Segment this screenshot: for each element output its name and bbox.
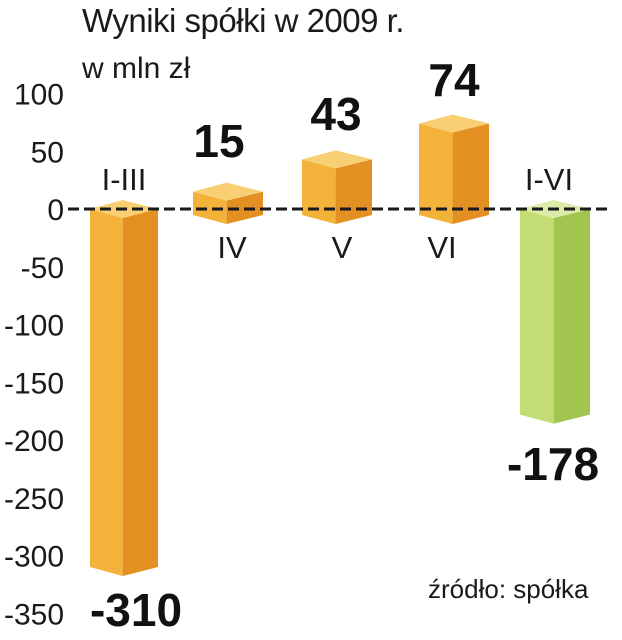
bar-top: [302, 150, 372, 169]
y-tick-label: -350: [4, 598, 64, 631]
y-tick-label: 50: [31, 136, 64, 169]
value-label: 74: [428, 54, 480, 106]
y-tick-label: 100: [14, 79, 64, 112]
bar-side: [452, 123, 489, 224]
y-tick-label: -200: [4, 425, 64, 458]
bar-front: [193, 191, 227, 224]
chart-subtitle: w mln zł: [82, 52, 191, 85]
bar-front: [90, 209, 123, 577]
value-label: -310: [90, 584, 182, 636]
category-label: V: [332, 230, 353, 265]
y-tick-label: 0: [47, 194, 64, 227]
bar-side: [122, 209, 158, 577]
bar-top: [193, 182, 263, 201]
y-tick-label: -300: [4, 541, 64, 574]
bar-front: [419, 123, 453, 224]
category-label: I-III: [102, 162, 147, 197]
y-tick-label: -250: [4, 483, 64, 516]
category-label: I-VI: [525, 162, 573, 197]
bar-top: [419, 114, 489, 133]
category-label: VI: [427, 230, 456, 265]
value-label: -178: [507, 438, 599, 490]
value-label: 15: [193, 115, 244, 167]
chart-title: Wyniki spółki w 2009 r.: [82, 2, 405, 39]
y-tick-label: -150: [4, 367, 64, 400]
chart-source: źródło: spółka: [428, 574, 589, 604]
bar-front: [302, 159, 336, 224]
bar-front: [520, 209, 554, 424]
category-label: IV: [217, 230, 247, 265]
y-tick-label: -50: [21, 252, 64, 285]
bar-side: [335, 159, 372, 224]
bar-side: [553, 209, 590, 424]
y-tick-label: -100: [4, 310, 64, 343]
value-label: 43: [310, 88, 361, 140]
